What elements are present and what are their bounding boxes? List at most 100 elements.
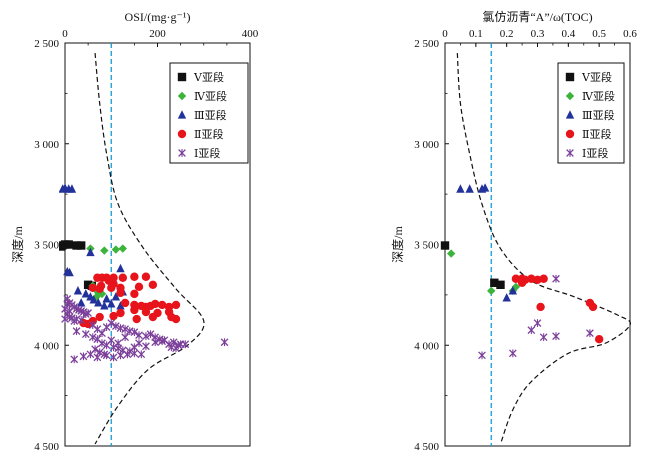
data-point — [158, 337, 166, 346]
data-point — [588, 302, 598, 312]
data-point — [81, 289, 91, 298]
y-tick-label: 2 500 — [414, 38, 439, 50]
data-point — [508, 286, 518, 295]
series-triangle — [59, 183, 128, 310]
data-point — [502, 293, 511, 302]
data-point — [536, 302, 545, 312]
legend-label: Ⅳ亚段 — [194, 89, 227, 103]
legend-label: Ⅱ亚段 — [582, 127, 611, 141]
legend-marker — [565, 72, 575, 82]
data-point — [130, 305, 139, 315]
legend-marker — [565, 110, 575, 119]
data-point — [508, 349, 517, 358]
data-point — [151, 338, 160, 347]
data-point — [118, 244, 128, 253]
data-point — [157, 300, 167, 310]
y-tick-label: 4 000 — [414, 340, 439, 352]
data-point — [141, 307, 151, 317]
data-point — [95, 312, 104, 322]
data-point — [102, 351, 111, 360]
legend-marker — [565, 129, 575, 139]
data-point — [118, 273, 128, 282]
data-point — [98, 339, 106, 348]
data-point — [95, 284, 104, 294]
data-point — [130, 328, 139, 337]
x-axis-title: OSI/(mg·g⁻¹) — [125, 10, 191, 24]
data-point — [121, 333, 129, 342]
data-point — [490, 278, 499, 287]
data-point — [86, 350, 95, 359]
legend-label: Ⅳ亚段 — [582, 89, 615, 103]
x-tick-label: 0.6 — [623, 28, 637, 40]
legend-marker — [566, 149, 574, 157]
data-point — [552, 274, 560, 283]
data-point — [84, 309, 92, 317]
data-point — [150, 299, 160, 309]
data-point — [169, 338, 178, 347]
data-point — [527, 326, 536, 335]
data-point — [148, 312, 158, 322]
y-tick-label: 4 000 — [34, 340, 59, 352]
y-tick-label: 4 500 — [414, 441, 439, 453]
data-point — [102, 294, 111, 303]
data-point — [100, 301, 109, 310]
data-point — [511, 274, 521, 283]
data-point — [141, 272, 151, 281]
data-point — [539, 274, 548, 283]
data-point — [132, 314, 141, 324]
legend-label: Ⅴ亚段 — [581, 70, 612, 84]
data-point — [539, 333, 548, 342]
data-point — [533, 319, 542, 327]
legend-label: Ⅴ亚段 — [193, 70, 224, 84]
data-point — [94, 298, 103, 307]
y-tick-label: 3 000 — [34, 139, 59, 151]
data-point — [116, 301, 125, 310]
data-point — [81, 330, 90, 339]
data-point — [130, 343, 139, 352]
x-tick-label: 0.5 — [592, 28, 606, 40]
x-tick-label: 0.4 — [561, 28, 575, 40]
series-x — [478, 274, 594, 360]
x-tick-label: 0.2 — [500, 28, 514, 40]
data-point — [465, 184, 474, 193]
y-axis-title: 深度/m — [10, 226, 25, 263]
data-point — [130, 289, 139, 299]
x-tick-label: 0 — [62, 28, 68, 40]
legend-marker — [177, 110, 187, 119]
data-point — [181, 340, 190, 349]
data-point — [586, 329, 594, 338]
data-point — [111, 292, 121, 301]
data-point — [121, 325, 129, 334]
x-tick-label: 200 — [149, 28, 166, 40]
data-point — [446, 249, 456, 258]
x-axis-title: 氯仿沥青“A”/ω(TOC) — [482, 10, 592, 24]
y-axis-title: 深度/m — [390, 226, 405, 263]
data-point — [64, 240, 73, 249]
data-point — [100, 246, 109, 255]
data-point — [67, 184, 77, 193]
data-point — [552, 332, 560, 341]
data-point — [111, 245, 121, 254]
y-tick-label: 3 500 — [34, 240, 59, 252]
data-point — [146, 330, 155, 339]
legend-marker — [177, 91, 187, 101]
data-point — [88, 333, 97, 342]
data-point — [63, 300, 72, 308]
legend-marker — [565, 91, 575, 101]
legend-label: Ⅰ亚段 — [194, 146, 220, 160]
data-point — [65, 267, 74, 277]
data-point — [496, 280, 505, 289]
data-point — [102, 323, 111, 332]
x-tick-label: 0 — [442, 28, 448, 40]
data-point — [517, 278, 527, 287]
data-point — [594, 335, 604, 344]
data-point — [120, 298, 130, 308]
data-point — [70, 355, 79, 364]
data-point — [112, 322, 120, 331]
data-point — [116, 351, 125, 360]
data-points — [59, 183, 229, 364]
legend-label: Ⅱ亚段 — [194, 127, 223, 141]
data-point — [135, 339, 143, 348]
data-point — [77, 316, 86, 324]
legend-label: Ⅰ亚段 — [582, 146, 608, 160]
